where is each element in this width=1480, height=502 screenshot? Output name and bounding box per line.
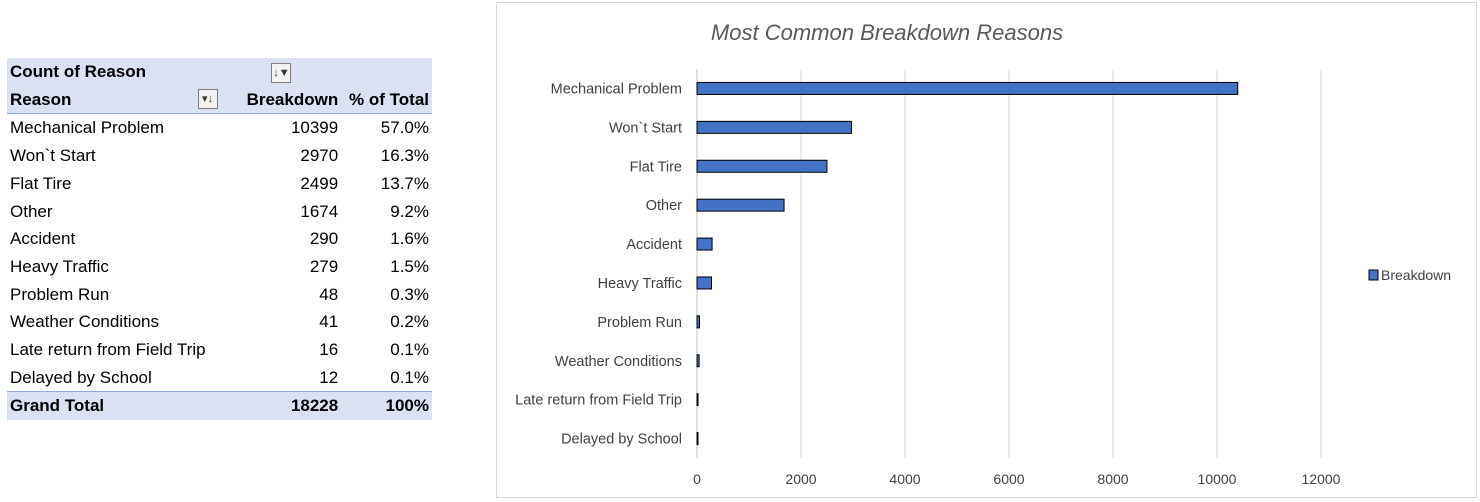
legend-swatch [1368, 269, 1379, 281]
pivot-col-reason-label: Reason [10, 89, 72, 109]
pivot-cell-reason: Problem Run [10, 284, 110, 304]
pivot-cell-pct: 13.7% [380, 173, 429, 193]
legend[interactable]: Breakdown [1368, 267, 1451, 283]
pivot-row: Delayed by School 12 0.1% [7, 364, 432, 392]
pivot-cell-reason: Weather Conditions [10, 312, 159, 332]
bar[interactable] [696, 159, 828, 173]
pivot-cell-reason: Heavy Traffic [10, 256, 109, 276]
pivot-row: Mechanical Problem 10399 57.0% [7, 114, 432, 142]
pivot-cell-reason: Won`t Start [10, 146, 96, 166]
bar[interactable] [696, 393, 699, 407]
pivot-row: Late return from Field Trip 16 0.1% [7, 336, 432, 364]
pivot-total-count: 18228 [221, 391, 342, 421]
pivot-cell-pct: 0.1% [390, 367, 429, 387]
pivot-cell-count: 10399 [290, 118, 339, 138]
pivot-cell-count: 16 [319, 340, 339, 360]
bars [696, 81, 1239, 446]
x-tick-label: 12000 [1302, 471, 1341, 487]
bar[interactable] [696, 237, 713, 251]
pivot-header-title: Count of Reason [7, 58, 222, 86]
category-label: Weather Conditions [555, 354, 682, 370]
pivot-row: Weather Conditions 41 0.2% [7, 308, 432, 336]
bar[interactable] [696, 315, 700, 329]
pivot-cell-count: 290 [309, 229, 339, 249]
x-tick-label: 0 [693, 471, 701, 487]
x-tick-label: 8000 [1097, 471, 1128, 487]
pivot-cell-reason: Accident [10, 229, 76, 249]
pivot-header-empty [341, 58, 432, 86]
category-label: Other [646, 198, 682, 214]
x-tick-label: 2000 [785, 471, 816, 487]
pivot-row: Heavy Traffic 279 1.5% [7, 253, 432, 281]
chart-title: Most Common Breakdown Reasons [711, 20, 1063, 45]
category-label: Won`t Start [609, 120, 682, 136]
pivot-row: Problem Run 48 0.3% [7, 281, 432, 309]
pivot-cell-reason: Other [10, 201, 53, 221]
bar[interactable] [696, 432, 699, 446]
category-label: Flat Tire [630, 159, 682, 175]
bar[interactable] [696, 120, 852, 134]
x-tick-label: 6000 [993, 471, 1024, 487]
pivot-column-header-row: Reason ▾↓ Breakdown % of Total [7, 85, 432, 115]
bar[interactable] [696, 198, 785, 212]
category-labels: Mechanical Problem Won`t Start Flat Tire Ot… [515, 81, 682, 447]
pivot-col-reason: Reason ▾↓ [7, 85, 222, 115]
pivot-cell-reason: Flat Tire [10, 173, 72, 193]
pivot-col-pct: % of Total [341, 85, 432, 115]
pivot-cell-count: 12 [319, 367, 339, 387]
pivot-row: Flat Tire 2499 13.7% [7, 170, 432, 198]
pivot-cell-count: 41 [319, 312, 339, 332]
tick-labels: 0 2000 4000 6000 8000 10000 12000 [693, 471, 1341, 487]
category-label: Mechanical Problem [551, 81, 682, 97]
pivot-cell-count: 48 [319, 284, 339, 304]
pivot-cell-pct: 57.0% [380, 118, 429, 138]
bar[interactable] [696, 81, 1239, 95]
pivot-cell-pct: 9.2% [390, 201, 429, 221]
x-tick-label: 10000 [1198, 471, 1237, 487]
pivot-col-breakdown: Breakdown [221, 85, 342, 115]
pivot-cell-count: 2499 [300, 173, 339, 193]
dropdown-sort-icon[interactable]: ▾↓ [197, 88, 218, 109]
bar-chart: Most Common Breakdown Reasons Mechanical… [515, 20, 1451, 487]
pivot-total-row: Grand Total 18228 100% [7, 391, 432, 421]
pivot-cell-count: 2970 [300, 146, 339, 166]
pivot-body: Mechanical Problem 10399 57.0% Won`t Start 2… [7, 114, 432, 392]
category-label: Heavy Traffic [598, 276, 682, 292]
category-label: Delayed by School [561, 432, 682, 448]
pivot-total-label: Grand Total [7, 391, 222, 421]
pivot-cell-reason: Mechanical Problem [10, 118, 165, 138]
category-label: Problem Run [597, 315, 682, 331]
pivot-cell-count: 1674 [300, 201, 339, 221]
legend-label: Breakdown [1381, 267, 1451, 283]
pivot-table: Count of Reason ↓▼ Reason ▾↓ Breakdown %… [7, 58, 432, 421]
pivot-header-row: Count of Reason ↓▼ [7, 58, 432, 86]
category-label: Late return from Field Trip [515, 393, 682, 409]
pivot-total-pct: 100% [341, 391, 432, 421]
pivot-cell-count: 279 [309, 256, 339, 276]
category-label: Accident [626, 237, 682, 253]
pivot-cell-pct: 16.3% [380, 146, 429, 166]
pivot-cell-pct: 1.6% [390, 229, 429, 249]
pivot-cell-pct: 0.2% [390, 312, 429, 332]
x-tick-label: 4000 [889, 471, 920, 487]
pivot-cell-reason: Delayed by School [10, 367, 152, 387]
filter-sort-icon[interactable]: ↓▼ [271, 62, 292, 83]
bar[interactable] [696, 354, 700, 368]
pivot-cell-pct: 0.3% [390, 284, 429, 304]
pivot-row: Other 1674 9.2% [7, 198, 432, 226]
pivot-row: Won`t Start 2970 16.3% [7, 142, 432, 170]
pivot-cell-pct: 0.1% [390, 340, 429, 360]
pivot-field-button-cell: ↓▼ [221, 58, 342, 86]
pivot-row: Accident 290 1.6% [7, 225, 432, 253]
pivot-cell-reason: Late return from Field Trip [10, 340, 206, 360]
pivot-cell-pct: 1.5% [390, 256, 429, 276]
chart-area[interactable]: Most Common Breakdown Reasons Mechanical… [496, 2, 1477, 498]
bar[interactable] [696, 276, 713, 290]
